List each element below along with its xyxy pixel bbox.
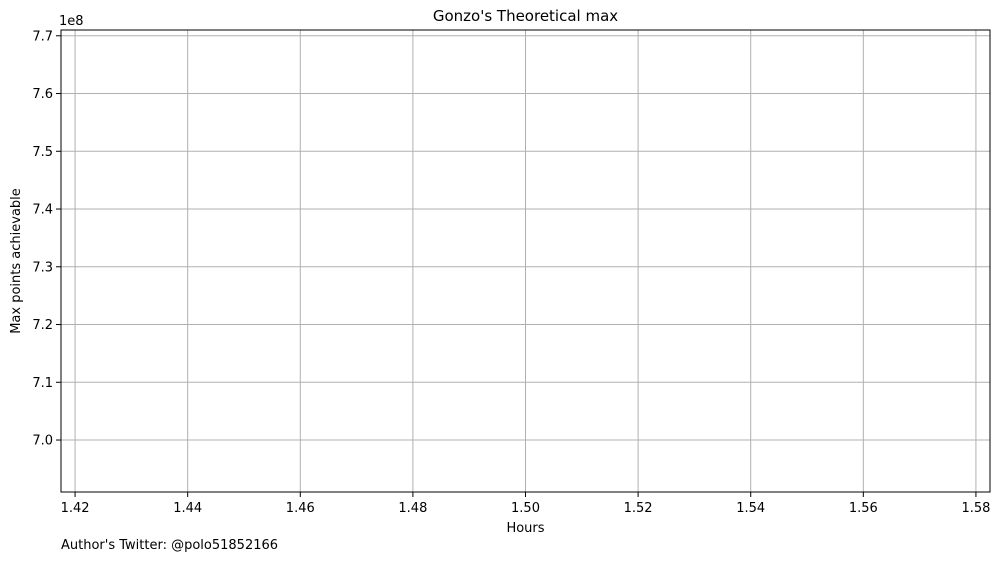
x-tick-label: 1.42: [61, 501, 90, 516]
y-tick-label: 7.6: [32, 87, 53, 102]
tick-layer: 1.42 1.44 1.46 1.48 1.50 1.52 1.54 1.56 1.58 7.0 7…: [32, 29, 990, 516]
y-axis-label: Max points achievable: [9, 188, 24, 334]
y-tick-label: 7.7: [32, 29, 53, 44]
x-axis-label: Hours: [506, 521, 544, 536]
plot-frame: [60, 29, 991, 493]
x-tick-label: 1.52: [624, 501, 653, 516]
author-footnote: Author's Twitter: @polo51852166: [61, 538, 279, 553]
x-tick-label: 1.54: [736, 501, 765, 516]
y-tick-label: 7.2: [32, 318, 53, 333]
x-tick-label: 1.58: [961, 501, 990, 516]
y-tick-label: 7.3: [32, 260, 53, 275]
x-tick-label: 1.50: [511, 501, 540, 516]
chart-title: Gonzo's Theoretical max: [433, 7, 618, 25]
x-tick-label: 1.48: [398, 501, 427, 516]
y-tick-label: 7.0: [32, 434, 53, 449]
y-axis-offset-label: 1e8: [59, 14, 84, 29]
y-tick-label: 7.4: [32, 203, 53, 218]
y-tick-label: 7.5: [32, 145, 53, 160]
x-tick-label: 1.46: [286, 501, 315, 516]
grid-layer: [61, 30, 990, 492]
x-tick-label: 1.44: [173, 501, 202, 516]
x-tick-label: 1.56: [849, 501, 878, 516]
y-tick-label: 7.1: [32, 376, 53, 391]
